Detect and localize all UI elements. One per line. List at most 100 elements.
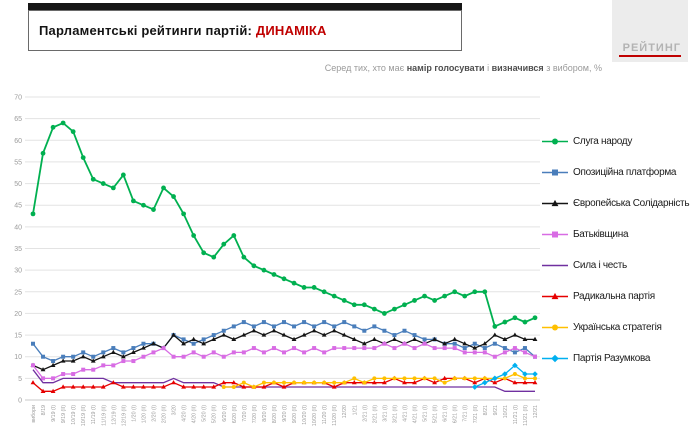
chart-area: 0 5 10 15 20 25 30 35 40 45 50 55 60 65 70 вибори 8/19 9/… [0,88,690,439]
series-7 [471,362,538,390]
page-title-accent: ДИНАМІКА [255,23,327,38]
x-tick-label: 4/20 (ІІ) [192,405,198,423]
x-tick-label: 8/20 (ІІ) [272,405,278,423]
legend-item: Слуга народу [542,126,690,157]
legend-marker-triangle-icon [542,199,568,207]
subtitle-bold: намір голосувати [406,63,485,73]
x-tick-label: 9/19 (ІІ) [61,405,67,423]
x-tick-label: 6/21 (І) [443,405,449,422]
x-tick-label: 9/21 [493,405,499,415]
x-tick-label: 5/20 (І) [202,405,208,422]
series-line [32,342,536,380]
y-tick-label: 15 [14,333,22,340]
header-top-bar [28,3,462,10]
x-tick-label: вибори [31,405,37,423]
legend-label: Радикальна партія [573,291,655,302]
x-tick-label: 11/19 (ІІ) [101,405,107,426]
legend-label: Європейська Солідарність [573,198,690,209]
x-tick-label: 9/19 (І) [51,405,57,422]
x-tick-label: 11/19 (І) [91,405,97,425]
y-tick-label: 40 [14,224,22,231]
rating-logo: РЕЙТИНГ [612,0,688,62]
x-tick-label: 6/21 (ІІ) [453,405,459,423]
y-tick-label: 70 [14,95,22,102]
x-tick-label: 5/21 (І) [423,405,429,422]
series-6 [221,372,537,390]
x-tick-label: 6/20 (І) [222,405,228,422]
x-tick-label: 2/20 (ІІ) [162,405,168,423]
x-tick-label: 1/20 (ІІ) [141,405,147,423]
legend-item: Українська стратегія [542,312,690,343]
y-tick-label: 45 [14,203,22,210]
legend-item: Батьківщина [542,219,690,250]
page-title-text: Парламентські рейтинги партій: [39,23,256,38]
x-tick-label: 10/19 (І) [71,405,77,425]
legend-marker-circle-icon [542,324,568,331]
chart-svg: 0 5 10 15 20 25 30 35 40 45 50 55 60 65 70 вибори 8/19 9/… [14,95,540,426]
x-tick-label: 12/21 [533,405,539,418]
legend-item: Радикальна партія [542,281,690,312]
y-tick-label: 60 [14,138,22,145]
x-tick-label: 1/21 [352,405,358,415]
legend-label: Слуга народу [573,136,633,147]
legend-marker-triangle-icon [542,292,568,300]
series-3 [31,341,537,381]
legend-label: Батьківщина [573,229,629,240]
x-tick-label: 12/20 [342,405,348,418]
x-tick-label: 3/21 (І) [382,405,388,422]
page-title: Парламентські рейтинги партій: ДИНАМІКА [28,10,462,51]
legend-label: Партія Разумкова [573,353,651,364]
series-0 [30,120,538,329]
y-tick-label: 10 [14,354,22,361]
x-tick-label: 4/20 (І) [182,405,188,422]
x-tick-label: 3/20 [172,405,178,415]
x-tick-label: 11/20 (І) [322,405,328,425]
legend-label: Сила і честь [573,260,627,271]
x-tick-label: 12/19 (І) [111,405,117,425]
y-tick-label: 55 [14,159,22,166]
subtitle-bold: визначився [491,63,544,73]
x-tick-label: 7/20 (І) [242,405,248,422]
x-tick-label: 11/20 (ІІ) [332,405,338,426]
x-tick-label: 10/21 [503,405,509,418]
subtitle-part: Серед тих, хто має [324,63,407,73]
x-tick-label: 2/21 (ІІ) [372,405,378,423]
x-tick-label: 10/19 (ІІ) [81,405,87,426]
subtitle-part: і [484,63,492,73]
legend-marker-line-icon [542,264,568,267]
x-tick-label: 2/21 (І) [362,405,368,422]
x-tick-label: 6/20 (ІІ) [232,405,238,423]
x-tick-label: 11/21 (ІІ) [523,405,529,426]
legend-marker-square-icon [542,231,568,238]
x-tick-label: 7/21 (ІІ) [473,405,479,423]
x-tick-label: 8/21 [483,405,489,415]
chart-subtitle: Серед тих, хто має намір голосувати і ви… [100,63,602,73]
series-line [32,121,536,328]
x-tick-label: 7/20 (ІІ) [252,405,258,423]
y-tick-label: 5 [18,376,22,383]
x-tick-label: 9/20 (ІІ) [292,405,298,423]
y-tick-label: 50 [14,181,22,188]
legend-marker-circle-icon [542,138,568,145]
x-tick-label: 11/21 (І) [513,405,519,425]
x-tick-label: 9/20 (І) [282,405,288,422]
y-tick-label: 0 [18,398,22,405]
x-tick-label: 4/21 (ІІ) [413,405,419,423]
x-tick-label: 8/19 [41,405,47,415]
x-tick-label: 2/20 (І) [152,405,158,422]
legend-item: Сила і честь [542,250,690,281]
legend-item: Партія Разумкова [542,343,690,374]
y-tick-label: 30 [14,268,22,275]
legend-label: Опозиційна платформа [573,167,677,178]
y-tick-label: 25 [14,289,22,296]
x-tick-label: 12/19 (ІІ) [121,405,127,426]
y-tick-label: 65 [14,116,22,123]
x-tick-label: 10/20 (ІІ) [312,405,318,426]
x-tick-label: 10/20 (І) [302,405,308,425]
rating-logo-text: РЕЙТИНГ [622,42,681,54]
x-tick-label: 4/21 (І) [403,405,409,422]
y-tick-label: 20 [14,311,22,318]
x-tick-label: 8/20 (І) [262,405,268,422]
x-tick-label: 3/21 (ІІ) [392,405,398,423]
